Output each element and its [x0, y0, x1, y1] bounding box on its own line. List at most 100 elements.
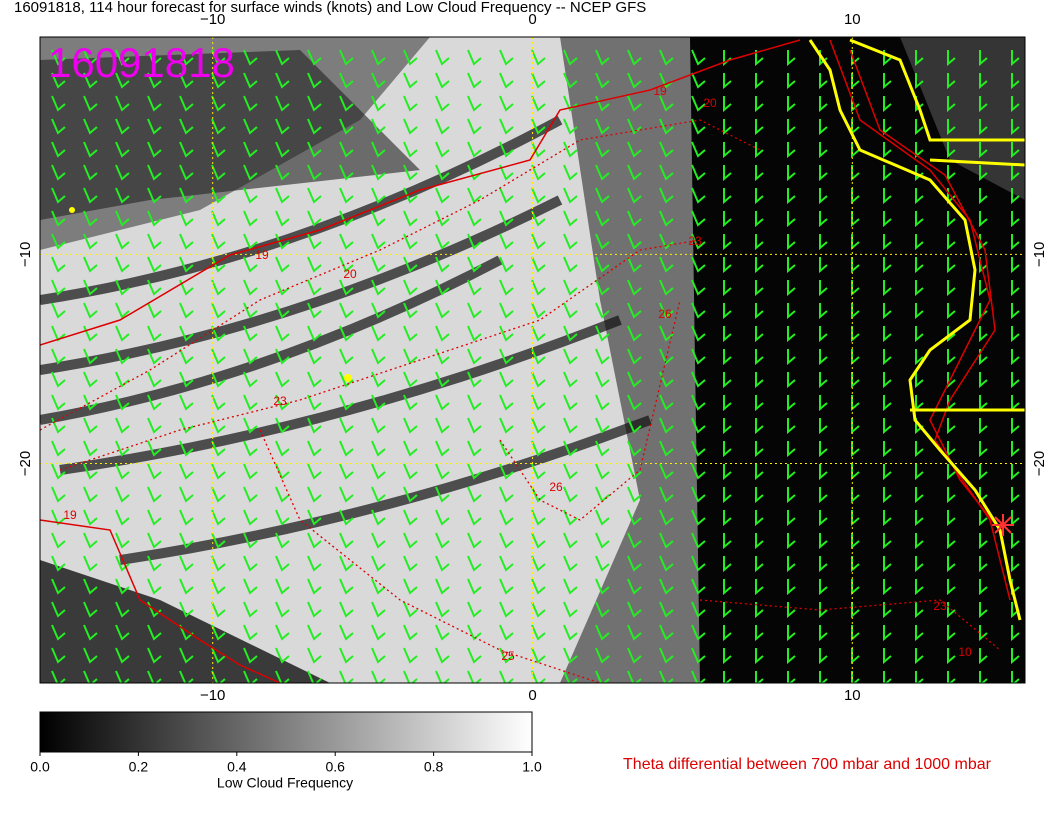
wind-barb [915, 671, 924, 683]
wind-barb [83, 348, 98, 365]
wind-barb [947, 211, 956, 228]
wind-barb [467, 509, 482, 526]
wind-barb [819, 303, 828, 320]
wind-barb [563, 624, 578, 641]
wind-barb [339, 118, 354, 135]
wind-barb [275, 371, 290, 388]
wind-barb [371, 486, 386, 503]
wind-barb [467, 141, 482, 158]
wind-barb [339, 486, 354, 503]
wind-barb [787, 50, 796, 67]
wind-barb [499, 348, 514, 365]
wind-barb [339, 394, 354, 411]
wind-barb [83, 302, 98, 319]
wind-barb [787, 556, 796, 573]
wind-barb [275, 141, 290, 158]
cloud-shade [690, 37, 1025, 683]
wind-barb [659, 233, 674, 250]
streak [40, 195, 563, 375]
wind-barb [115, 624, 130, 641]
map-area: 19 20 19 20 23 26 23 26 19 23 25 10 [40, 37, 1025, 683]
wind-barb [851, 441, 860, 458]
wind-barb [531, 95, 546, 112]
wind-barb [51, 463, 66, 480]
wind-barb [83, 95, 98, 112]
wind-barb [211, 555, 226, 572]
wind-barb [595, 49, 610, 66]
wind-barb [307, 371, 322, 388]
wind-barb [147, 578, 162, 595]
wind-barb [691, 578, 706, 595]
wind-barb [563, 118, 578, 135]
colorbar [39, 711, 533, 753]
wind-barb [627, 348, 642, 365]
wind-barb [787, 73, 796, 90]
wind-barb [307, 72, 322, 89]
wind-barb [851, 372, 860, 389]
wind-barb [499, 440, 514, 457]
wind-barb [947, 464, 956, 481]
wind-barb [115, 417, 130, 434]
contour-label: 20 [703, 96, 717, 110]
wind-barb [307, 141, 322, 158]
wind-barb [883, 625, 892, 642]
lat-label: −10 [1031, 242, 1048, 267]
wind-barb [371, 601, 386, 618]
wind-barb [371, 72, 386, 89]
wind-barb [755, 510, 764, 527]
wind-barb [211, 578, 226, 595]
wind-barb [787, 165, 796, 182]
wind-barb [307, 532, 322, 549]
wind-barb [883, 602, 892, 619]
wind-barb [979, 142, 988, 159]
wind-barb [531, 670, 546, 683]
wind-barb [147, 348, 162, 365]
colorbar-tick-label: 0.0 [30, 759, 50, 775]
wind-barb [307, 509, 322, 526]
wind-barb [467, 72, 482, 89]
wind-barb [1011, 487, 1020, 504]
wind-barb [755, 671, 764, 683]
wind-barb [883, 234, 892, 251]
wind-barb [435, 624, 450, 641]
wind-barb [819, 464, 828, 481]
wind-barb [499, 72, 514, 89]
wind-barb [499, 670, 514, 683]
wind-barb [531, 394, 546, 411]
wind-barb [211, 302, 226, 319]
wind-barb [595, 325, 610, 342]
wind-barb [83, 532, 98, 549]
wind-barb [787, 257, 796, 274]
wind-barb [435, 187, 450, 204]
wind-barb [115, 647, 130, 664]
wind-barb [755, 349, 764, 366]
wind-barb [339, 532, 354, 549]
wind-barb [243, 601, 258, 618]
wind-barb [1011, 96, 1020, 113]
wind-barb [947, 418, 956, 435]
wind-barb [755, 73, 764, 90]
wind-barb [147, 325, 162, 342]
wind-barb [659, 49, 674, 66]
wind-barb [883, 188, 892, 205]
wind-barb [787, 188, 796, 205]
wind-barb [339, 601, 354, 618]
wind-barb [179, 95, 194, 112]
wind-barb [371, 325, 386, 342]
wind-barb [787, 234, 796, 251]
wind-barb [243, 95, 258, 112]
wind-barb [211, 279, 226, 296]
wind-barb [563, 417, 578, 434]
wind-barb [115, 394, 130, 411]
wind-barb [467, 49, 482, 66]
wind-barb [979, 96, 988, 113]
wind-barb [787, 395, 796, 412]
wind-barb [243, 555, 258, 572]
contours-dotted [40, 119, 1001, 683]
wind-barb [819, 625, 828, 642]
wind-barb [115, 164, 130, 181]
wind-barb [115, 210, 130, 227]
wind-barb [275, 647, 290, 664]
wind-barb [691, 141, 706, 158]
wind-barb [435, 463, 450, 480]
